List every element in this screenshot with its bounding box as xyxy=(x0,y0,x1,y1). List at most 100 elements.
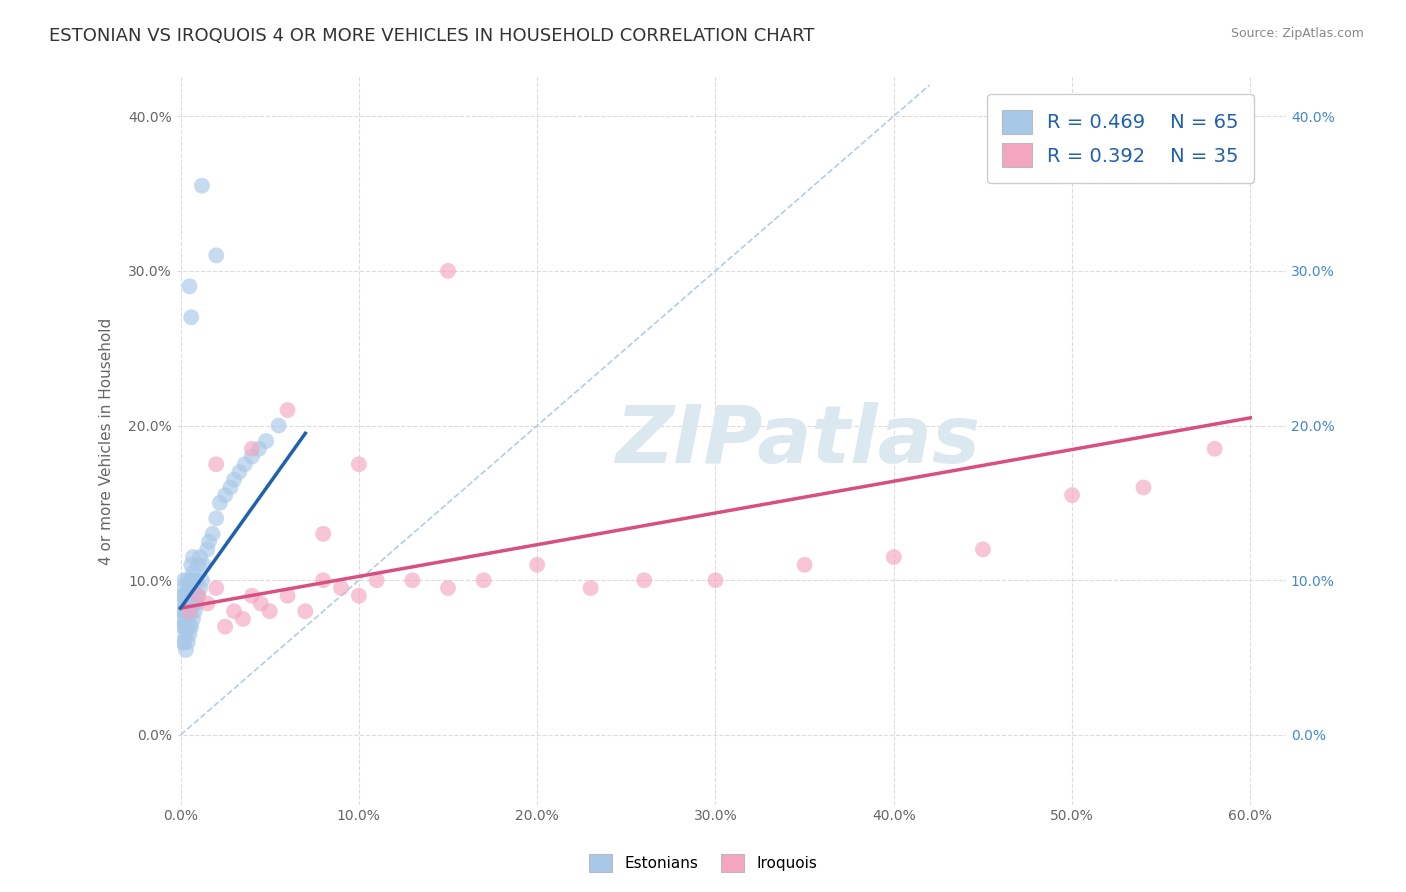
Point xyxy=(401,574,423,588)
Point xyxy=(347,589,370,603)
Point xyxy=(222,473,245,487)
Point xyxy=(173,604,195,618)
Point xyxy=(240,450,263,464)
Point xyxy=(174,620,197,634)
Point xyxy=(294,604,316,618)
Point xyxy=(232,612,254,626)
Point xyxy=(972,542,994,557)
Point xyxy=(205,248,228,262)
Point xyxy=(312,574,335,588)
Point xyxy=(437,581,460,595)
Point xyxy=(180,620,202,634)
Point xyxy=(186,597,208,611)
Point xyxy=(347,457,370,471)
Point xyxy=(174,612,197,626)
Point xyxy=(173,589,195,603)
Point xyxy=(187,589,209,603)
Point xyxy=(187,589,209,603)
Point xyxy=(205,511,228,525)
Legend: R = 0.469    N = 65, R = 0.392    N = 35: R = 0.469 N = 65, R = 0.392 N = 35 xyxy=(987,95,1254,183)
Point xyxy=(191,574,214,588)
Point xyxy=(174,589,197,603)
Point xyxy=(704,574,727,588)
Point xyxy=(247,442,270,456)
Point xyxy=(176,635,198,649)
Point xyxy=(181,612,204,626)
Point xyxy=(172,604,194,618)
Point xyxy=(179,581,201,595)
Point xyxy=(254,434,277,448)
Text: ESTONIAN VS IROQUOIS 4 OR MORE VEHICLES IN HOUSEHOLD CORRELATION CHART: ESTONIAN VS IROQUOIS 4 OR MORE VEHICLES … xyxy=(49,27,814,45)
Y-axis label: 4 or more Vehicles in Household: 4 or more Vehicles in Household xyxy=(100,318,114,565)
Text: Source: ZipAtlas.com: Source: ZipAtlas.com xyxy=(1230,27,1364,40)
Point xyxy=(187,558,209,572)
Point xyxy=(176,620,198,634)
Point xyxy=(173,597,195,611)
Point xyxy=(174,627,197,641)
Point xyxy=(195,542,218,557)
Point xyxy=(181,581,204,595)
Point xyxy=(180,604,202,618)
Point xyxy=(172,589,194,603)
Point xyxy=(172,620,194,634)
Point xyxy=(277,403,299,417)
Point xyxy=(173,620,195,634)
Point xyxy=(179,620,201,634)
Legend: Estonians, Iroquois: Estonians, Iroquois xyxy=(582,846,824,880)
Point xyxy=(181,566,204,580)
Point xyxy=(312,526,335,541)
Point xyxy=(633,574,655,588)
Point xyxy=(208,496,231,510)
Point xyxy=(526,558,548,572)
Point xyxy=(1060,488,1083,502)
Point xyxy=(579,581,602,595)
Point xyxy=(240,442,263,456)
Point xyxy=(181,550,204,565)
Point xyxy=(201,526,224,541)
Point xyxy=(198,534,221,549)
Point xyxy=(179,279,201,293)
Point xyxy=(179,627,201,641)
Point xyxy=(173,635,195,649)
Point xyxy=(180,310,202,325)
Point xyxy=(176,589,198,603)
Point xyxy=(179,597,201,611)
Point xyxy=(174,597,197,611)
Point xyxy=(205,457,228,471)
Point xyxy=(186,574,208,588)
Point xyxy=(214,488,236,502)
Point xyxy=(173,574,195,588)
Point xyxy=(181,597,204,611)
Text: ZIPatlas: ZIPatlas xyxy=(616,402,980,480)
Point xyxy=(193,558,215,572)
Point xyxy=(240,589,263,603)
Point xyxy=(184,604,207,618)
Point xyxy=(174,604,197,618)
Point xyxy=(172,612,194,626)
Point xyxy=(173,581,195,595)
Point xyxy=(205,581,228,595)
Point xyxy=(184,574,207,588)
Point xyxy=(219,480,242,494)
Point xyxy=(883,550,905,565)
Point xyxy=(1204,442,1226,456)
Point xyxy=(249,597,271,611)
Point xyxy=(222,604,245,618)
Point xyxy=(330,581,353,595)
Point xyxy=(472,574,495,588)
Point xyxy=(188,581,211,595)
Point xyxy=(180,574,202,588)
Point xyxy=(188,550,211,565)
Point xyxy=(195,597,218,611)
Point xyxy=(366,574,388,588)
Point xyxy=(174,643,197,657)
Point xyxy=(277,589,299,603)
Point xyxy=(228,465,250,479)
Point xyxy=(176,574,198,588)
Point xyxy=(184,589,207,603)
Point xyxy=(267,418,290,433)
Point xyxy=(172,635,194,649)
Point xyxy=(214,620,236,634)
Point xyxy=(437,264,460,278)
Point xyxy=(259,604,281,618)
